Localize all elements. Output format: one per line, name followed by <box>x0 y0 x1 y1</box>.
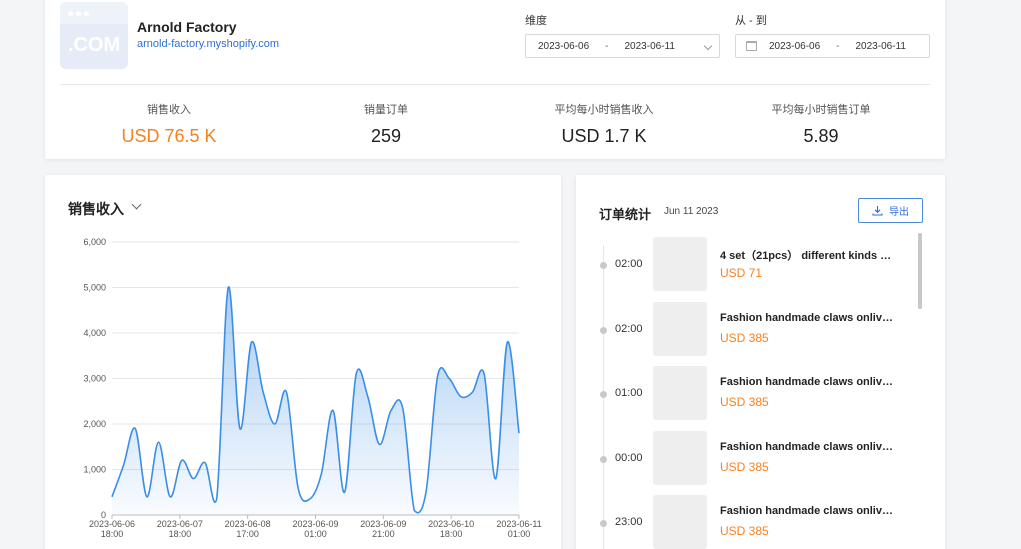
range-end: 2023-06-11 <box>855 40 906 52</box>
dimension-end: 2023-06-11 <box>624 40 675 52</box>
product-thumbnail <box>653 495 707 549</box>
stat-hourly-orders: 平均每小时销售订单 5.89 <box>711 101 931 147</box>
order-time: 23:00 <box>615 516 643 528</box>
order-price: USD 385 <box>720 395 769 409</box>
chevron-down-icon <box>703 41 713 51</box>
store-logo: .COM <box>60 2 128 69</box>
dimension-start: 2023-06-06 <box>538 40 590 52</box>
calendar-icon <box>746 41 757 51</box>
scrollbar[interactable] <box>918 233 922 309</box>
logo-browser-bar <box>60 2 128 24</box>
order-price: USD 385 <box>720 524 769 538</box>
x-tick-label: 2023-06-08 <box>225 519 271 529</box>
order-price: USD 385 <box>720 331 769 345</box>
series-line <box>111 286 520 514</box>
order-item[interactable]: 01:00 Fashion handmade claws onlive... U… <box>576 366 916 422</box>
y-tick-label: 0 <box>101 510 106 520</box>
order-time: 02:00 <box>615 258 643 270</box>
sales-chart-card: 销售收入 0 1,000 2,000 3,000 4,000 5,000 6,000 2023… <box>45 175 561 549</box>
product-thumbnail <box>653 237 707 291</box>
product-name: Fashion handmade claws onlive... <box>720 505 895 517</box>
timeline-dot <box>600 456 607 463</box>
product-name: Fashion handmade claws onlive... <box>720 376 895 388</box>
x-tick-label: 2023-06-11 <box>496 519 541 529</box>
order-stats-card: 订单统计 Jun 11 2023 导出 02:00 4 set（21pcs） d… <box>576 175 945 549</box>
stat-value: 259 <box>370 126 402 146</box>
x-tick-label: 2023-06-09 <box>360 519 406 529</box>
x-tick-label: 18:00 <box>101 529 124 539</box>
stat-sales-revenue: 销售收入 USD 76.5 K <box>59 101 279 147</box>
product-name: Fashion handmade claws onlive... <box>720 441 895 453</box>
order-item[interactable]: 02:00 4 set（21pcs） different kinds o... … <box>576 237 916 293</box>
dimension-select[interactable]: 2023-06-06 - 2023-06-11 <box>525 34 720 58</box>
order-item[interactable]: 02:00 Fashion handmade claws onlive... U… <box>576 302 916 358</box>
order-item[interactable]: 23:00 Fashion handmade claws onlive... U… <box>576 495 916 549</box>
range-start: 2023-06-06 <box>769 40 821 52</box>
orders-date: Jun 11 2023 <box>664 206 719 217</box>
dimension-label: 维度 <box>525 15 547 27</box>
timeline-dot <box>600 262 607 269</box>
stat-order-count: 销量订单 259 <box>276 101 496 147</box>
stat-label: 平均每小时销售收入 <box>554 104 654 116</box>
export-button[interactable]: 导出 <box>858 198 923 223</box>
chart-title-select[interactable]: 销售收入 <box>68 201 124 217</box>
x-tick-label: 2023-06-09 <box>292 519 338 529</box>
order-item[interactable]: 00:00 Fashion handmade claws onlive... U… <box>576 431 916 487</box>
order-time: 00:00 <box>615 452 643 464</box>
x-tick-label: 01:00 <box>508 529 531 539</box>
logo-dot <box>68 11 73 16</box>
x-tick-label: 2023-06-06 <box>89 519 135 529</box>
series-area <box>112 286 519 515</box>
x-tick-label: 17:00 <box>236 529 259 539</box>
y-tick-label: 6,000 <box>83 237 106 247</box>
order-time: 02:00 <box>615 323 643 335</box>
logo-dot <box>84 11 89 16</box>
store-summary-card: .COM Arnold Factory arnold-factory.mysho… <box>45 0 945 159</box>
timeline-dot <box>600 391 607 398</box>
store-url-link[interactable]: arnold-factory.myshopify.com <box>137 38 280 50</box>
stat-value: USD 76.5 K <box>121 126 217 146</box>
store-name: Arnold Factory <box>137 19 237 35</box>
y-tick-label: 3,000 <box>83 374 106 384</box>
product-name: Fashion handmade claws onlive... <box>720 312 895 324</box>
x-tick-label: 21:00 <box>372 529 395 539</box>
order-time: 01:00 <box>615 387 643 399</box>
logo-text: .COM <box>67 34 121 56</box>
range-label: 从 - 到 <box>735 15 767 27</box>
timeline-dot <box>600 520 607 527</box>
product-thumbnail <box>653 302 707 356</box>
stat-label: 平均每小时销售订单 <box>771 104 871 116</box>
export-label: 导出 <box>889 207 909 218</box>
y-tick-label: 4,000 <box>83 328 106 338</box>
x-tick-label: 01:00 <box>304 529 327 539</box>
product-thumbnail <box>653 431 707 485</box>
order-price: USD 71 <box>720 266 763 280</box>
stat-label: 销售收入 <box>147 104 191 116</box>
range-separator: - <box>836 40 840 52</box>
dimension-separator: - <box>605 40 609 52</box>
y-tick-label: 2,000 <box>83 419 106 429</box>
y-tick-label: 5,000 <box>83 283 106 293</box>
x-tick-label: 18:00 <box>169 529 192 539</box>
y-tick-label: 1,000 <box>83 465 106 475</box>
product-thumbnail <box>653 366 707 420</box>
x-tick-label: 18:00 <box>440 529 463 539</box>
stat-label: 销量订单 <box>364 104 408 116</box>
sales-chart: 0 1,000 2,000 3,000 4,000 5,000 6,000 2023-06-0… <box>83 237 541 539</box>
orders-title: 订单统计 <box>599 207 652 222</box>
timeline-dot <box>600 327 607 334</box>
download-icon <box>872 206 883 216</box>
logo-dot <box>76 11 81 16</box>
date-range-picker[interactable]: 2023-06-06 - 2023-06-11 <box>735 34 930 58</box>
product-name: 4 set（21pcs） different kinds o... <box>720 250 895 262</box>
stat-value: USD 1.7 K <box>561 126 647 146</box>
stat-hourly-revenue: 平均每小时销售收入 USD 1.7 K <box>494 101 714 147</box>
divider <box>60 84 930 85</box>
order-price: USD 385 <box>720 460 769 474</box>
x-tick-label: 2023-06-07 <box>157 519 203 529</box>
stat-value: 5.89 <box>803 126 839 146</box>
x-tick-label: 2023-06-10 <box>428 519 474 529</box>
